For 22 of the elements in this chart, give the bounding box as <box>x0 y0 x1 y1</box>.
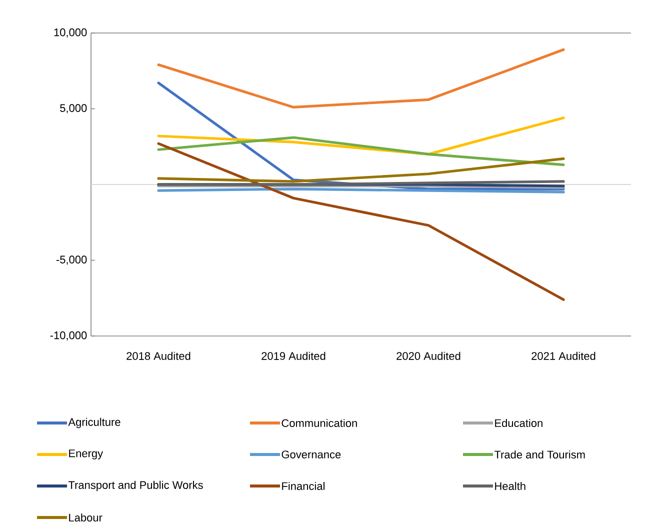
legend-label: Financial <box>282 482 324 490</box>
line-series <box>157 136 565 166</box>
legend-label: Transport and Public Works <box>68 480 203 492</box>
x-tick-label: 2021 Audited <box>532 352 596 360</box>
line-series <box>157 157 565 183</box>
legend-label: Education <box>495 418 542 428</box>
legend-label: Labour <box>69 513 102 522</box>
y-tick-label: 5,000 <box>60 104 87 114</box>
line-series <box>157 142 565 301</box>
legend-label: Governance <box>282 450 341 458</box>
legend-label: Communication <box>282 418 357 428</box>
line-series <box>157 48 565 109</box>
x-tick-label: 2019 Audited <box>262 352 326 360</box>
y-tick-label: -10,000 <box>50 331 87 341</box>
x-tick-label: 2018 Audited <box>126 352 190 360</box>
y-tick-label: 10,000 <box>54 28 87 38</box>
x-tick-label: 2020 Audited <box>396 352 460 360</box>
legend-label: Energy <box>69 450 104 460</box>
y-tick-label: -5,000 <box>56 256 87 265</box>
legend-label: Health <box>495 482 526 490</box>
legend-label: Trade and Tourism <box>494 450 585 459</box>
legend-label: Agriculture <box>68 418 120 428</box>
